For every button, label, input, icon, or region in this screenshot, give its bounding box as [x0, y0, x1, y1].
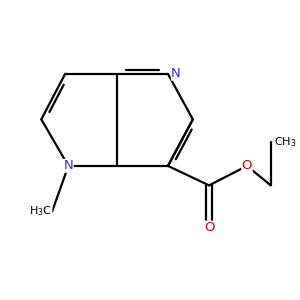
Text: CH$_3$: CH$_3$	[274, 135, 296, 149]
Text: O: O	[204, 221, 214, 234]
Text: O: O	[242, 159, 252, 172]
Text: H$_3$C: H$_3$C	[29, 205, 52, 218]
Text: N: N	[171, 68, 181, 80]
Text: N: N	[64, 159, 73, 172]
